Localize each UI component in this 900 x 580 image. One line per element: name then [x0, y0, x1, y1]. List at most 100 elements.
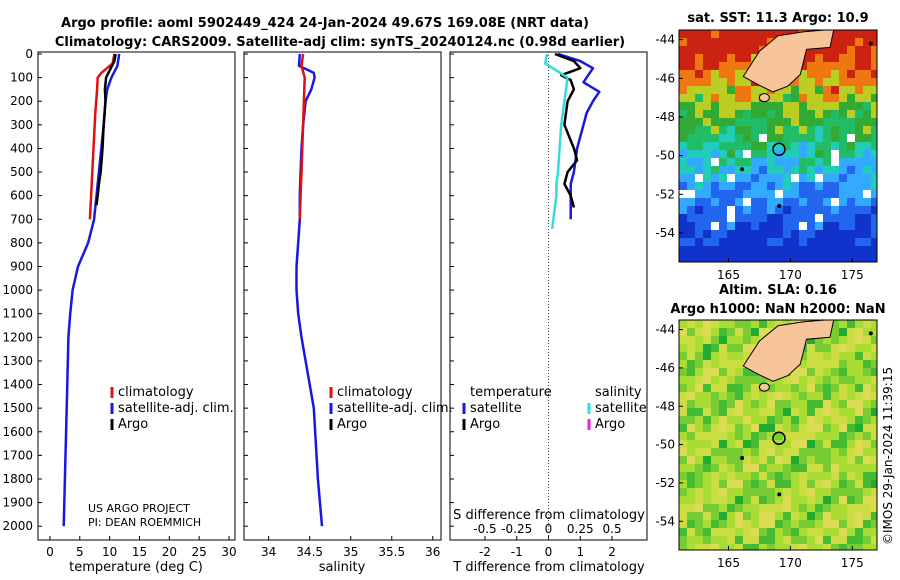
map-cell: [679, 360, 687, 368]
map-cell: [775, 206, 783, 214]
map-cell: [727, 424, 735, 432]
map-cell: [735, 174, 743, 182]
map-cell: [679, 214, 687, 222]
map-cell: [703, 46, 711, 54]
map-cell: [743, 134, 751, 142]
map-cell: [791, 424, 799, 432]
map-cell: [703, 432, 711, 440]
map-cell: [735, 352, 743, 360]
x-top-tick-label: -0.25: [501, 522, 532, 536]
map-cell: [687, 488, 695, 496]
map-cell: [831, 400, 839, 408]
map-cell: [727, 94, 735, 102]
map-cell: [687, 134, 695, 142]
map-cell: [791, 496, 799, 504]
map-cell: [759, 126, 767, 134]
map-cell: [735, 432, 743, 440]
map-cell: [799, 70, 807, 78]
map-cell: [695, 230, 703, 238]
map-cell: [823, 46, 831, 54]
map-cell: [791, 102, 799, 110]
map-cell: [759, 30, 767, 38]
map-cell: [687, 376, 695, 384]
map-cell: [735, 54, 743, 62]
map-cell: [823, 94, 831, 102]
map-cell: [871, 78, 877, 86]
x-tick-label: 35: [343, 545, 358, 559]
map-cell: [719, 182, 727, 190]
map-cell: [839, 400, 847, 408]
map-cell: [871, 352, 877, 360]
map-cell: [751, 214, 759, 222]
map-cell: [823, 150, 831, 158]
map-cell: [775, 214, 783, 222]
map-cell: [695, 464, 703, 472]
map-cell: [847, 344, 855, 352]
map-cell: [767, 504, 775, 512]
map-cell: [767, 400, 775, 408]
map-cell: [695, 472, 703, 480]
map-cell: [679, 432, 687, 440]
map-cell: [863, 416, 871, 424]
map-cell: [847, 78, 855, 86]
map-cell: [735, 30, 743, 38]
map-cell: [791, 94, 799, 102]
map-cell: [679, 46, 687, 54]
map-cell: [767, 150, 775, 158]
map-cell: [791, 376, 799, 384]
map-cell: [759, 496, 767, 504]
map-cell: [751, 198, 759, 206]
map-cell: [775, 480, 783, 488]
map-cell: [783, 134, 791, 142]
map-cell: [711, 336, 719, 344]
temperature-legend: climatology satellite-adj. clim. Argo: [110, 385, 234, 432]
map-cell: [711, 328, 719, 336]
map-cell: [711, 544, 719, 550]
map-cell: [735, 46, 743, 54]
map-cell: [679, 368, 687, 376]
map-cell: [799, 102, 807, 110]
map-cell: [767, 134, 775, 142]
map-cell: [823, 142, 831, 150]
map-cell: [855, 70, 863, 78]
island: [740, 167, 745, 172]
map-cell: [695, 206, 703, 214]
map-cell: [695, 520, 703, 528]
map-cell: [679, 238, 687, 246]
map-cell: [839, 368, 847, 376]
map-cell: [847, 182, 855, 190]
map-cell: [807, 78, 815, 86]
map-cell: [687, 448, 695, 456]
map-cell: [799, 166, 807, 174]
map-cell: [855, 118, 863, 126]
map-cell: [815, 230, 823, 238]
map-cell: [863, 126, 871, 134]
map-cell: [743, 536, 751, 544]
map-cell: [727, 198, 735, 206]
map-cell: [767, 464, 775, 472]
depth-tick-label: 1700: [2, 448, 33, 462]
map-cell: [687, 54, 695, 62]
map-cell: [679, 206, 687, 214]
map-cell: [703, 328, 711, 336]
map-cell: [767, 126, 775, 134]
map-cell: [727, 432, 735, 440]
map-cell: [695, 166, 703, 174]
map-cell: [711, 520, 719, 528]
map-cell: [831, 134, 839, 142]
map-cell: [871, 214, 877, 222]
map-cell: [847, 86, 855, 94]
map-cell: [847, 70, 855, 78]
map-cell: [719, 464, 727, 472]
map-cell: [855, 536, 863, 544]
map-cell: [847, 448, 855, 456]
map-cell: [839, 448, 847, 456]
map-cell: [823, 86, 831, 94]
map-cell: [695, 158, 703, 166]
map-cell: [783, 384, 791, 392]
map-cell: [727, 190, 735, 198]
map-cell: [703, 448, 711, 456]
map-cell: [695, 344, 703, 352]
figure-title-line2: Climatology: CARS2009. Satellite-adj cli…: [55, 35, 625, 50]
map-cell: [703, 456, 711, 464]
